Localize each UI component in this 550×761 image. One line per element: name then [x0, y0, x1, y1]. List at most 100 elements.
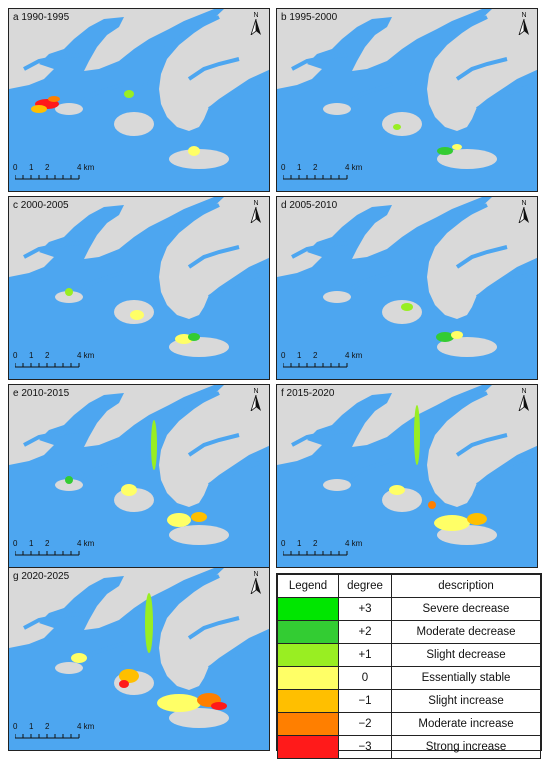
- scale-tick-label: 1: [29, 351, 34, 360]
- island: [55, 103, 83, 115]
- change-patch: [211, 702, 227, 710]
- scale-tick-label: 1: [29, 722, 34, 731]
- legend-description: Severe decrease: [391, 597, 541, 621]
- scale-tick-label: 0: [13, 163, 18, 172]
- change-patch: [437, 147, 453, 155]
- change-patch: [65, 288, 73, 296]
- legend-header-description: description: [391, 574, 541, 598]
- legend-header-legend: Legend: [277, 574, 339, 598]
- panel-title: e 2010-2015: [13, 388, 70, 399]
- change-patch: [65, 476, 73, 484]
- scale-bar: 0 1 2 4 km: [13, 722, 125, 744]
- north-arrow-icon: N: [517, 12, 531, 37]
- island: [169, 708, 229, 728]
- island: [323, 103, 351, 115]
- map-canvas: [9, 385, 269, 567]
- scale-tick-label: 2: [45, 163, 50, 172]
- change-patch: [452, 144, 462, 150]
- scale-tick-label: 0: [13, 539, 18, 548]
- river-channel: [187, 433, 240, 457]
- river-channel: [208, 461, 260, 487]
- map-canvas: [277, 197, 537, 379]
- river-channel: [455, 57, 508, 81]
- scale-tick-label: 2: [313, 163, 318, 172]
- scale-tick-label: 1: [29, 539, 34, 548]
- legend-table: Legend degree description +3 Severe decre…: [276, 573, 542, 759]
- legend-degree: −3: [338, 735, 392, 759]
- change-patch: [436, 332, 454, 342]
- map-panel-f: f 2015-2020 N 0 1 2 4 km: [276, 384, 538, 568]
- map-panel-a: a 1990-1995 N 0 1 2 4 km: [8, 8, 270, 192]
- river-channel: [187, 245, 240, 269]
- legend-swatch: [277, 597, 339, 621]
- island: [382, 488, 422, 512]
- legend-header-degree: degree: [338, 574, 392, 598]
- scale-tick-label: 4 km: [77, 351, 95, 360]
- scale-tick-label: 1: [29, 163, 34, 172]
- north-arrow-icon: N: [517, 200, 531, 225]
- island: [55, 479, 83, 491]
- map-canvas: [9, 197, 269, 379]
- scale-tick-label: 4 km: [77, 722, 95, 731]
- river-channel: [187, 57, 240, 81]
- island: [169, 149, 229, 169]
- river-channel: [23, 241, 80, 259]
- scale-tick-label: 0: [13, 722, 18, 731]
- legend-degree: +2: [338, 620, 392, 644]
- legend-description: Moderate increase: [391, 712, 541, 736]
- legend-swatch: [277, 735, 339, 759]
- scale-tick-label: 1: [297, 539, 302, 548]
- change-patch: [434, 515, 470, 531]
- scale-tick-label: 0: [281, 539, 286, 548]
- river-channel: [395, 203, 488, 308]
- map-canvas: [9, 568, 269, 750]
- change-patch: [401, 303, 413, 311]
- scale-tick-label: 4 km: [77, 163, 95, 172]
- map-panel-d: d 2005-2010 N 0 1 2 4 km: [276, 196, 538, 380]
- island: [323, 291, 351, 303]
- scale-bar: 0 1 2 4 km: [281, 539, 393, 561]
- river-channel: [476, 85, 528, 111]
- legend-description: Slight increase: [391, 689, 541, 713]
- north-arrow-icon: N: [249, 12, 263, 37]
- change-patch: [191, 512, 207, 522]
- legend-description: Moderate decrease: [391, 620, 541, 644]
- change-patch: [451, 331, 463, 339]
- scale-tick-label: 2: [45, 351, 50, 360]
- north-arrow-icon: N: [517, 388, 531, 413]
- island: [114, 112, 154, 136]
- river-channel: [127, 574, 220, 679]
- change-patch: [389, 485, 405, 495]
- river-channel: [291, 429, 348, 447]
- river-channel: [291, 53, 348, 71]
- legend-swatch: [277, 666, 339, 690]
- scale-tick-label: 1: [297, 351, 302, 360]
- change-patch: [428, 501, 436, 509]
- scale-bar: 0 1 2 4 km: [13, 163, 125, 185]
- river-channel: [23, 612, 80, 630]
- change-patch: [71, 653, 87, 663]
- island: [382, 300, 422, 324]
- scale-tick-label: 2: [313, 351, 318, 360]
- river-channel: [291, 241, 348, 259]
- change-patch: [119, 669, 139, 683]
- scale-tick-label: 0: [281, 351, 286, 360]
- change-patch: [145, 593, 153, 653]
- change-patch: [467, 513, 487, 525]
- map-canvas: [277, 9, 537, 191]
- change-patch: [414, 405, 420, 465]
- legend-swatch: [277, 712, 339, 736]
- legend-degree: −1: [338, 689, 392, 713]
- legend-degree: +1: [338, 643, 392, 667]
- legend-description: Slight decrease: [391, 643, 541, 667]
- island: [55, 662, 83, 674]
- change-patch: [48, 96, 60, 102]
- map-panel-g: g 2020-2025 N 0 1 2 4 km: [8, 567, 270, 751]
- river-channel: [476, 273, 528, 299]
- river-channel: [23, 53, 80, 71]
- scale-bar: 0 1 2 4 km: [13, 351, 125, 373]
- change-patch: [130, 310, 144, 320]
- scale-tick-label: 2: [45, 539, 50, 548]
- map-canvas: [9, 9, 269, 191]
- scale-tick-label: 2: [313, 539, 318, 548]
